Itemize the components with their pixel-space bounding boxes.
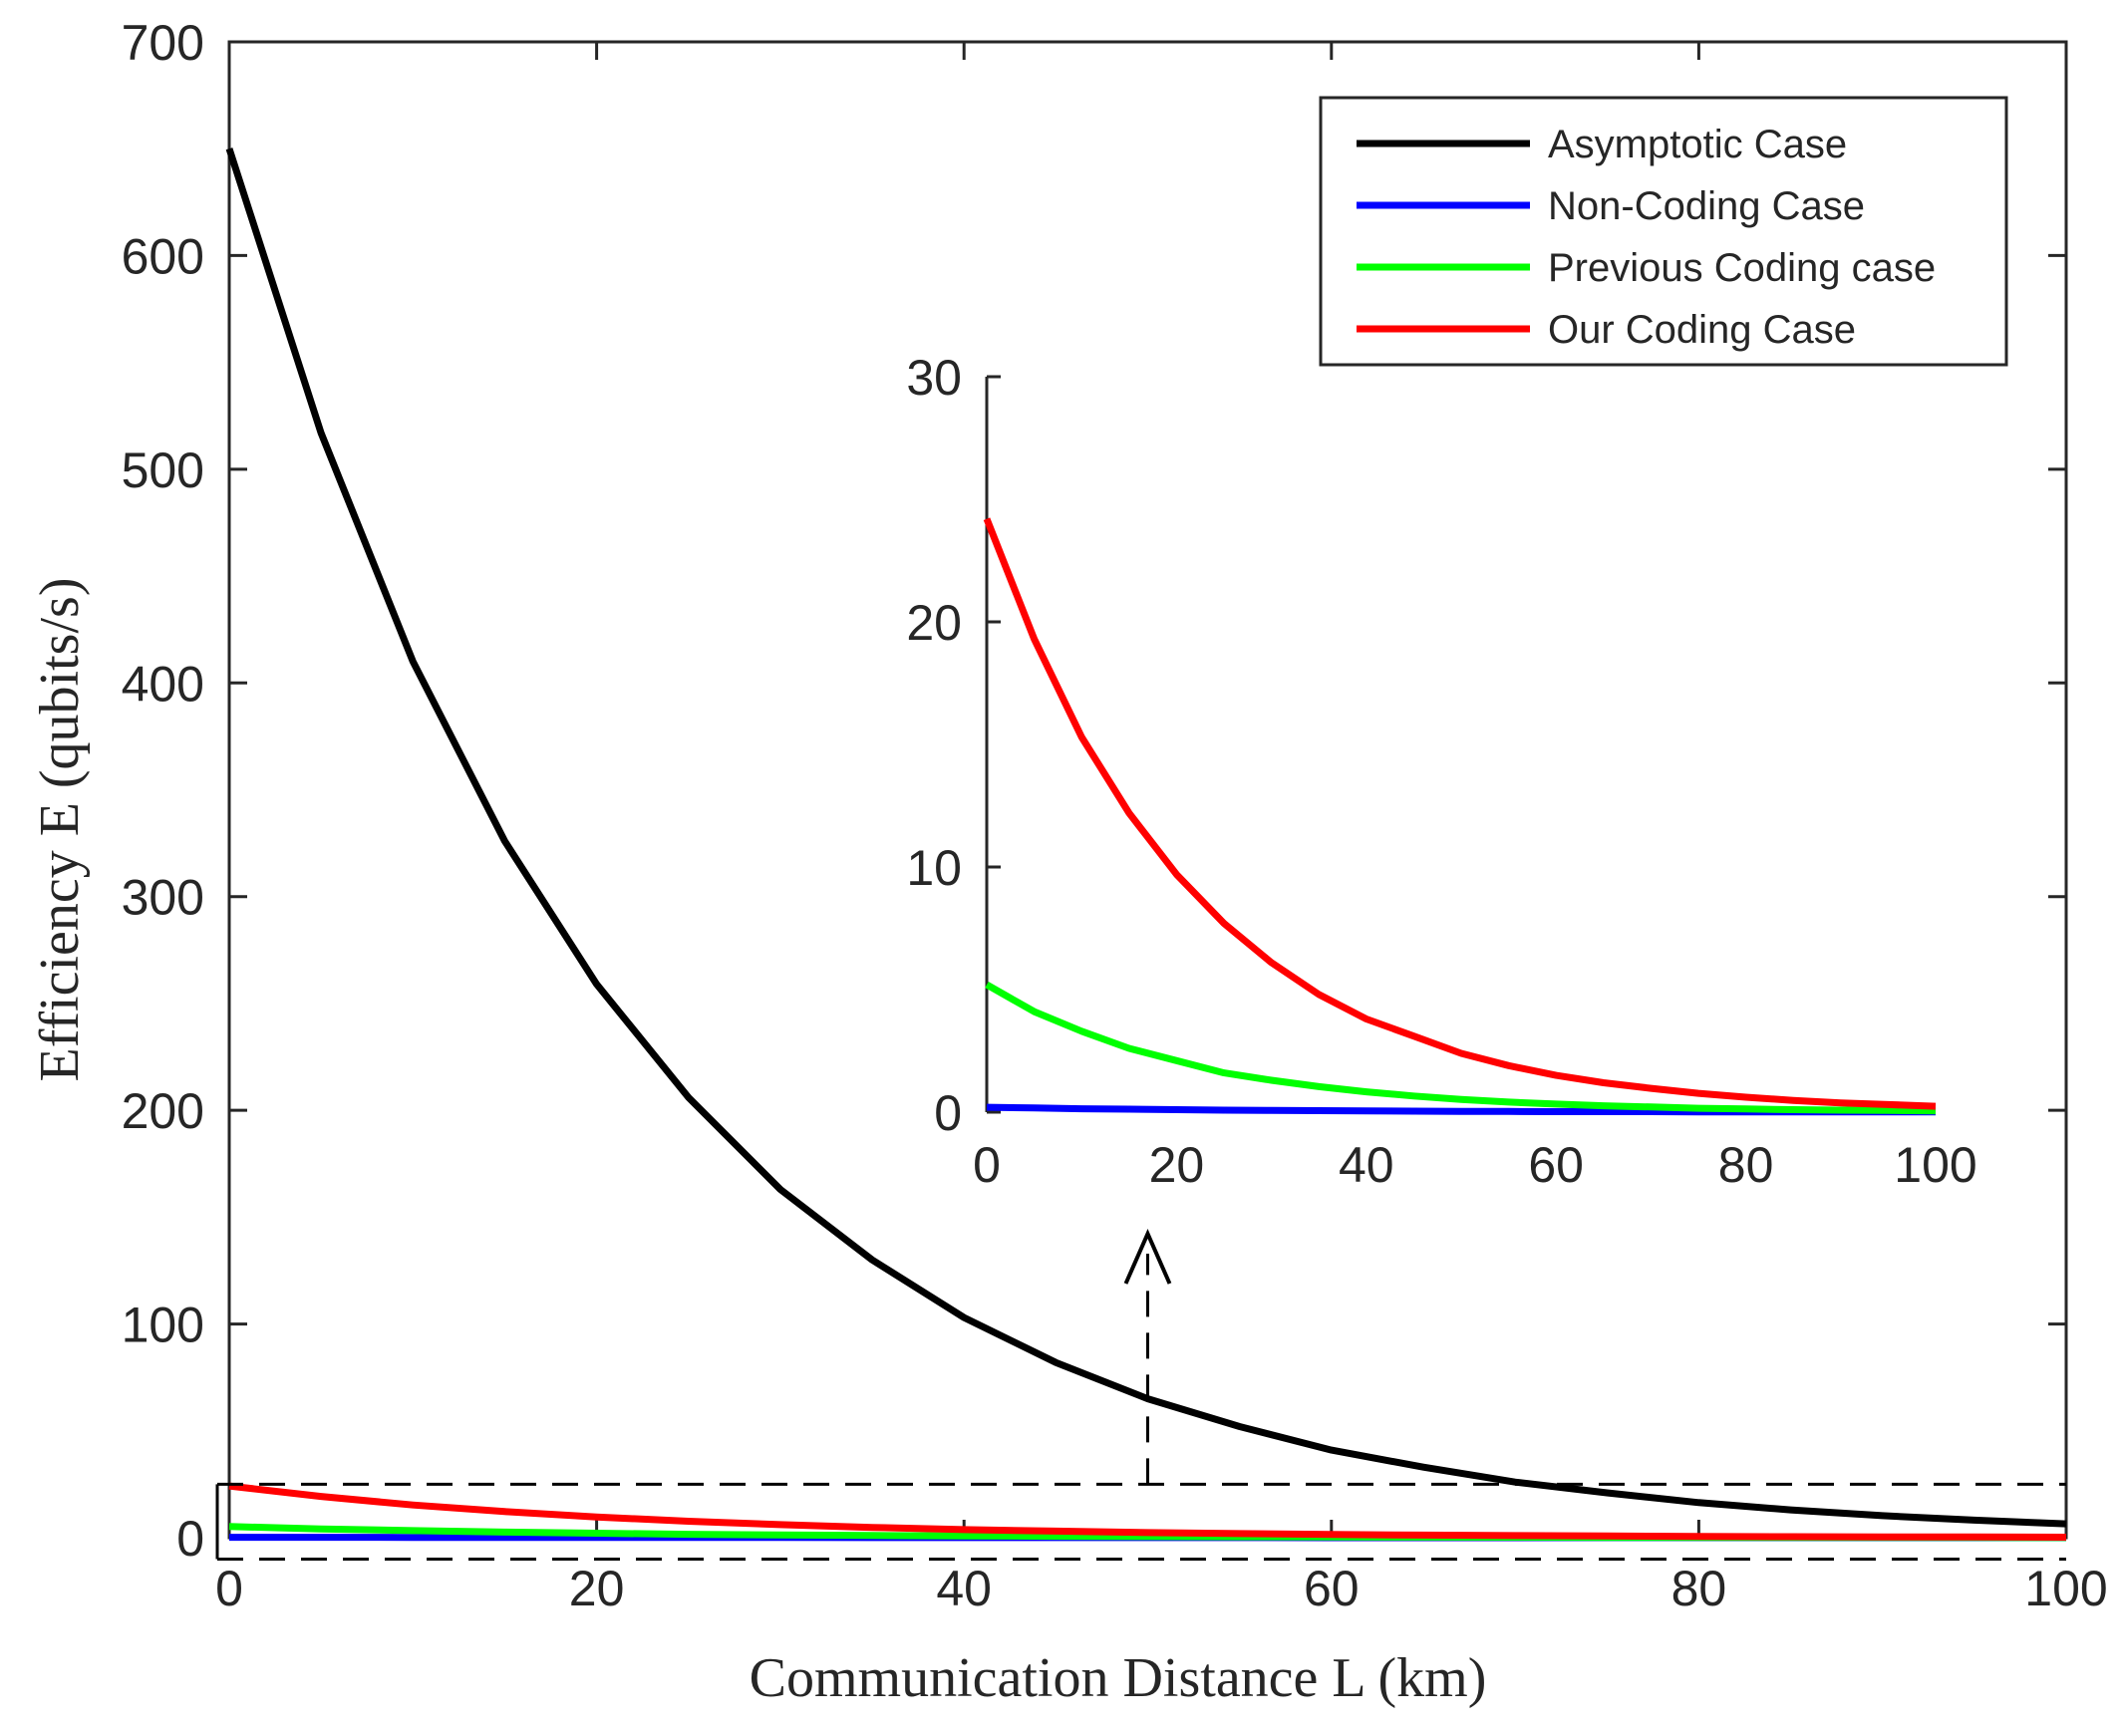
inset-background [975, 357, 1993, 1202]
x-tick-label: 80 [1671, 1561, 1727, 1616]
y-tick-label: 200 [122, 1083, 204, 1139]
inset-y-tick-label: 30 [906, 350, 962, 406]
inset-x-tick-label: 60 [1528, 1137, 1584, 1193]
y-tick-label: 500 [122, 442, 204, 498]
inset-y-tick-label: 20 [906, 595, 962, 651]
y-tick-label: 400 [122, 656, 204, 712]
inset-series-line-our-coding-case [983, 517, 1937, 1110]
zoom-arrow-head [1123, 1229, 1172, 1285]
inset-x-tick-label: 40 [1339, 1137, 1394, 1193]
y-tick-label: 100 [122, 1298, 204, 1353]
inset-x-tick-label: 100 [1894, 1137, 1976, 1193]
x-tick-label: 0 [215, 1561, 243, 1616]
y-axis-title: Efficiency E (qubits/s) [29, 578, 91, 1082]
legend-label: Non-Coding Case [1548, 184, 1865, 228]
inset-x-tick-label: 20 [1149, 1137, 1205, 1193]
zoom-annotation [215, 1229, 2066, 1561]
legend: Asymptotic Case Non-Coding Case Previous C… [1319, 96, 2008, 367]
legend-label: Previous Coding case [1548, 246, 1936, 290]
inset-series-line-previous-coding-case [985, 982, 1937, 1115]
x-tick-label: 40 [936, 1561, 992, 1616]
inset-y-tick-label: 10 [906, 840, 962, 896]
x-tick-label: 20 [569, 1561, 625, 1616]
main-plot: 0 20 40 60 80 1000100200300400500600700Commun… [29, 15, 2108, 1709]
inset-y-tick-label: 0 [934, 1085, 962, 1141]
y-tick-label: 300 [122, 870, 204, 926]
inset-x-tick-label: 0 [973, 1137, 1001, 1193]
x-axis-title: Communication Distance L (km) [750, 1647, 1487, 1709]
y-tick-label: 600 [122, 228, 204, 284]
x-tick-label: 100 [2024, 1561, 2107, 1616]
legend-label: Asymptotic Case [1548, 123, 1847, 166]
y-tick-label: 0 [176, 1511, 204, 1567]
inset-x-tick-label: 80 [1718, 1137, 1774, 1193]
series-line-our-coding-case [228, 1482, 2067, 1541]
x-tick-label: 60 [1304, 1561, 1360, 1616]
inset-plot: 0 20 40 60 80 100 0 10 20 30 [906, 350, 1993, 1202]
y-tick-label: 700 [122, 15, 204, 71]
legend-label: Our Coding Case [1548, 308, 1856, 352]
